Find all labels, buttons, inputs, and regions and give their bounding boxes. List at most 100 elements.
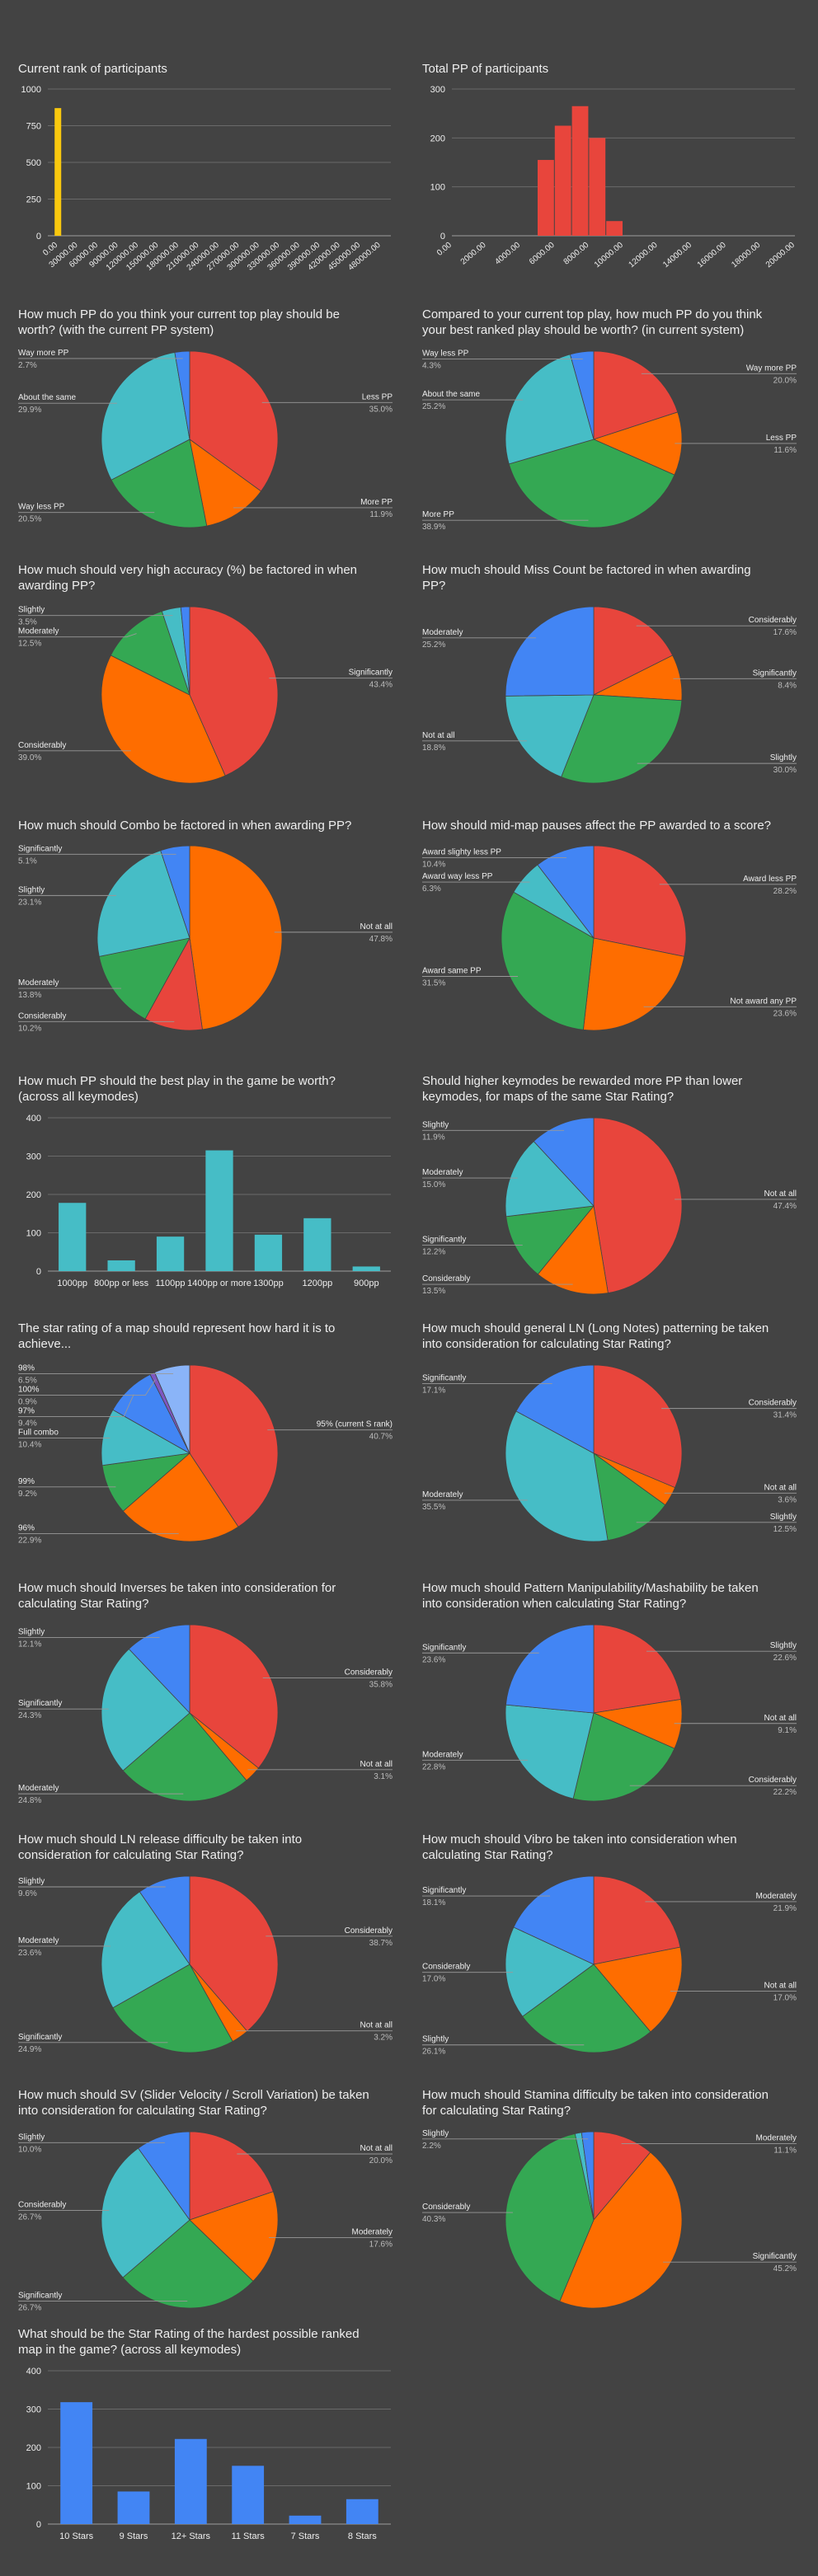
pie-chart: How much should general LN (Long Notes) … <box>422 1321 797 1542</box>
slice-percent: 12.5% <box>773 1525 797 1534</box>
slice-percent: 12.5% <box>18 640 41 649</box>
slice-percent: 5.1% <box>18 856 37 866</box>
chart-title: How much PP do you think your current to… <box>18 307 340 321</box>
histogram-bar <box>589 138 606 236</box>
slice-percent: 3.6% <box>778 1495 797 1504</box>
pie-slice <box>593 1117 683 1294</box>
pie-slice <box>153 1364 190 1454</box>
pie-slice <box>505 1704 595 1799</box>
chart-title: How much should very high accuracy (%) b… <box>18 563 357 577</box>
slice-percent: 40.7% <box>369 1433 393 1442</box>
slice-percent: 13.5% <box>422 1287 445 1296</box>
bar-chart: Current rank of participants 0 250 500 750 10… <box>18 62 391 273</box>
slice-label: Considerably <box>422 1963 470 1972</box>
pie-slice <box>561 694 683 784</box>
chart-panel-4: How much should very high accuracy (%) b… <box>16 561 396 791</box>
chart-title: calculating Star Rating? <box>422 1848 552 1862</box>
pie-slice <box>537 1205 609 1295</box>
chart-title: achieve... <box>18 1337 71 1351</box>
slice-percent: 23.6% <box>18 1949 41 1958</box>
slice-percent: 3.1% <box>374 1772 393 1781</box>
leader-line <box>18 1394 134 1418</box>
x-tick-label: 20000.00 <box>764 241 797 270</box>
slice-percent: 12.1% <box>18 1640 41 1649</box>
chart-panel-5: How much should Miss Count be factored i… <box>421 561 800 791</box>
slice-percent: 11.9% <box>369 510 393 519</box>
chart-title: calculating Star Rating? <box>18 1597 148 1611</box>
chart-title: What should be the Star Rating of the ha… <box>18 2327 360 2341</box>
slice-label: Considerably <box>345 1926 393 1936</box>
pie-slice <box>189 439 262 527</box>
pie-chart: How much should Miss Count be factored i… <box>422 563 797 784</box>
y-tick-label: 0 <box>440 232 445 242</box>
pie-chart: How much should very high accuracy (%) b… <box>18 563 393 784</box>
slice-percent: 23.1% <box>18 898 41 907</box>
chart-panel-13: How much should Pattern Manipulability/M… <box>421 1579 800 1809</box>
slice-label: More PP <box>360 498 393 507</box>
pie-slice <box>110 610 190 696</box>
slice-label: Considerably <box>18 741 66 750</box>
slice-label: Less PP <box>362 392 393 401</box>
chart-title: How much should SV (Slider Velocity / Sc… <box>18 2088 369 2102</box>
x-tick-label: 1100pp <box>156 1279 186 1288</box>
chart-title: into consideration for calculating Star … <box>18 2104 267 2118</box>
pie-slice <box>513 1875 595 1965</box>
slice-label: Moderately <box>422 1750 463 1759</box>
slice-label: Moderately <box>422 628 463 637</box>
y-tick-label: 0 <box>36 232 41 242</box>
slice-label: Award way less PP <box>422 872 493 881</box>
slice-percent: 35.0% <box>369 405 393 414</box>
slice-percent: 0.9% <box>18 1398 37 1407</box>
pie-slice <box>138 2131 190 2222</box>
slice-label: Moderately <box>18 978 59 988</box>
slice-percent: 47.8% <box>369 935 393 944</box>
slice-percent: 9.1% <box>778 1726 797 1735</box>
slice-percent: 3.5% <box>18 618 37 627</box>
pie-chart: The star rating of a map should represen… <box>18 1321 393 1546</box>
y-tick-label: 1000 <box>21 85 41 95</box>
slice-label: Award less PP <box>743 875 797 884</box>
pie-slice <box>593 845 687 957</box>
pie-slice <box>572 1712 675 1802</box>
slice-percent: 22.9% <box>18 1537 41 1546</box>
pie-slice <box>533 1117 595 1208</box>
x-tick-label: 12000.00 <box>627 241 659 270</box>
pie-slice <box>122 1452 239 1542</box>
slice-label: Award slighty less PP <box>422 847 501 856</box>
chart-title: How much should Miss Count be factored i… <box>422 563 751 577</box>
pie-slice <box>101 352 190 481</box>
y-tick-label: 0 <box>36 1267 41 1277</box>
slice-label: Significantly <box>422 1235 466 1244</box>
bar <box>254 1234 283 1271</box>
pie-slice <box>593 1875 681 1965</box>
slice-label: Not award any PP <box>730 997 797 1006</box>
chart-panel-16: How much should SV (Slider Velocity / Sc… <box>16 2086 396 2316</box>
slice-percent: 17.6% <box>369 2241 393 2250</box>
x-tick-label: 8 Stars <box>348 2531 377 2541</box>
slice-label: Considerably <box>749 1399 797 1408</box>
chart-title: Should higher keymodes be rewarded more … <box>422 1074 742 1088</box>
x-tick-label: 4000.00 <box>493 241 522 267</box>
slice-label: Slightly <box>18 885 45 894</box>
slice-label: Award same PP <box>422 966 482 975</box>
slice-percent: 11.1% <box>773 2146 797 2155</box>
bar <box>54 108 62 236</box>
pie-chart: How much PP do you think your current to… <box>17 307 393 528</box>
slice-label: 99% <box>18 1477 35 1486</box>
pie-slice <box>174 350 190 440</box>
pie-slice <box>522 1964 651 2053</box>
histogram-bar <box>606 221 623 236</box>
slice-percent: 9.6% <box>18 1889 37 1898</box>
chart-panel-8: How much PP should the best play in the … <box>16 1072 396 1302</box>
x-tick-label: 6000.00 <box>528 241 557 267</box>
bar <box>346 2499 378 2524</box>
slice-percent: 24.9% <box>18 2045 41 2054</box>
slice-percent: 20.0% <box>369 2156 393 2165</box>
pie-slice <box>505 694 595 778</box>
y-tick-label: 300 <box>26 2405 41 2415</box>
slice-percent: 9.2% <box>18 1490 37 1499</box>
slice-percent: 4.3% <box>422 361 441 370</box>
slice-label: Not at all <box>360 922 393 931</box>
chart-title: (across all keymodes) <box>18 1090 139 1104</box>
slice-percent: 31.5% <box>422 978 445 988</box>
